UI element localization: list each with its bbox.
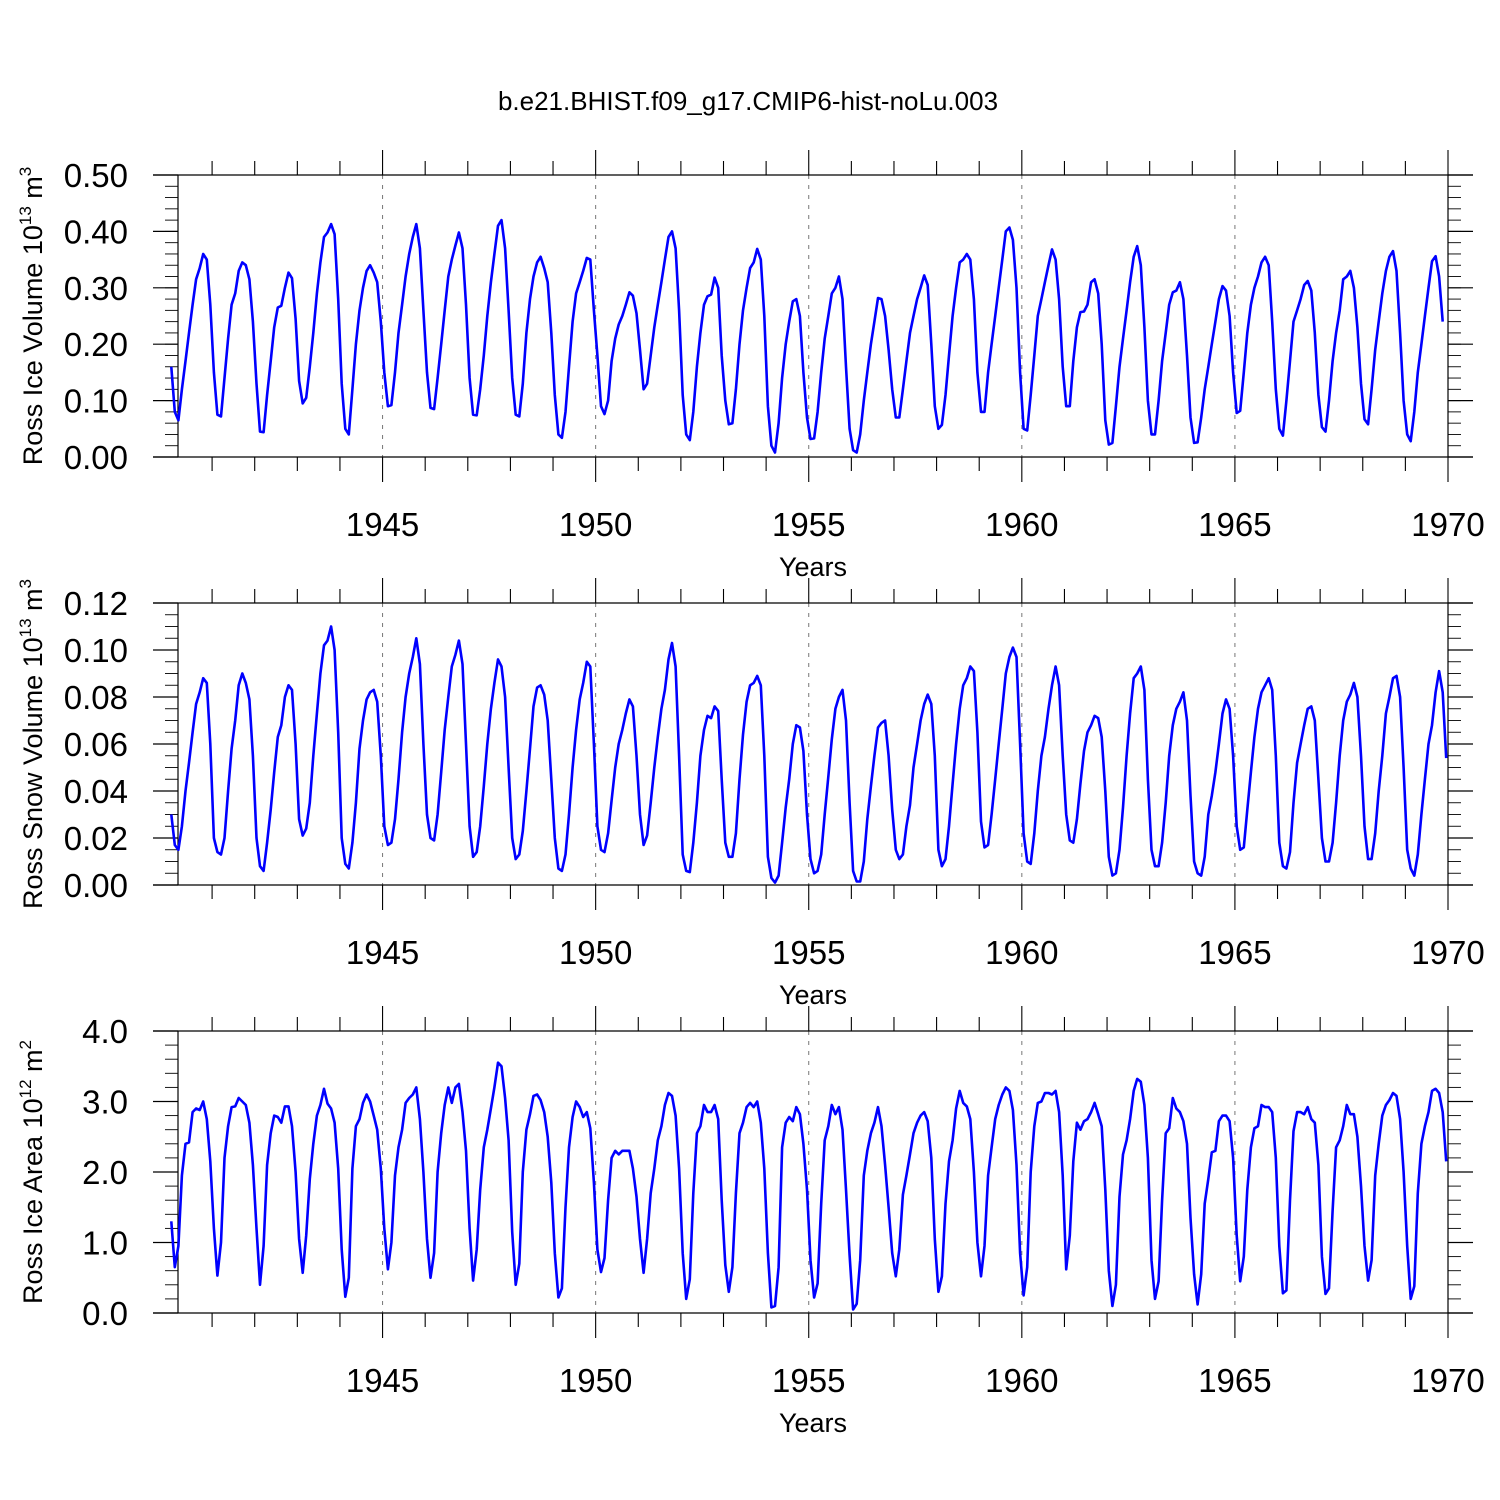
y-tick-label: 1.0 [82,1225,128,1262]
x-tick-label: 1965 [1198,1362,1271,1399]
y-tick-label: 0.20 [64,326,128,363]
y-tick-label: 0.0 [82,1295,128,1332]
x-axis-title: Years [779,552,847,582]
x-tick-label: 1970 [1411,934,1484,971]
figure-title: b.e21.BHIST.f09_g17.CMIP6-hist-noLu.003 [498,86,998,116]
y-tick-label: 0.10 [64,383,128,420]
x-axis-title: Years [779,980,847,1010]
x-tick-label: 1970 [1411,1362,1484,1399]
x-tick-label: 1955 [772,934,845,971]
y-tick-label: 3.0 [82,1084,128,1121]
x-tick-label: 1960 [985,506,1058,543]
x-tick-label: 1965 [1198,934,1271,971]
x-tick-label: 1965 [1198,506,1271,543]
y-tick-label: 0.00 [64,867,128,904]
y-tick-label: 0.00 [64,439,128,476]
y-axis-title: Ross Ice Volume 1013 m3 [16,167,48,466]
y-axis-title-unit-exponent: 3 [16,579,35,588]
x-tick-label: 1960 [985,934,1058,971]
y-axis-title: Ross Snow Volume 1013 m3 [16,579,48,909]
x-tick-label: 1950 [559,1362,632,1399]
y-tick-label: 0.30 [64,270,128,307]
y-axis-title-text: Ross Snow Volume 10 [18,637,48,909]
chart-panel-1: 0.00 0.10 0.20 0.30 0.40 0.50 1945 1950 1955 1960… [16,150,1485,582]
y-tick-label: 0.08 [64,679,128,716]
y-axis-title-unit-exponent: 2 [16,1040,35,1049]
y-tick-label: 0.40 [64,213,128,250]
y-axis-title-exponent: 13 [16,206,35,225]
x-tick-label: 1955 [772,506,845,543]
y-axis-title-unit: m [18,1049,48,1079]
y-axis-title-text: Ross Ice Volume 10 [18,225,48,465]
y-tick-label: 0.06 [64,726,128,763]
series-line-2-1 [170,625,1448,884]
chart-panel-3: 0.0 1.0 2.0 3.0 4.0 1945 1950 1955 1960 1965 1970 Y… [16,1006,1485,1438]
x-axis-title: Years [779,1408,847,1438]
y-axis-title: Ross Ice Area 1012 m2 [16,1040,48,1304]
y-tick-label: 4.0 [82,1013,128,1050]
y-axis-title-text: Ross Ice Area 10 [18,1098,48,1304]
y-tick-label: 0.04 [64,773,128,810]
y-tick-label: 0.10 [64,632,128,669]
x-tick-label: 1945 [346,506,419,543]
y-axis-title-exponent: 13 [16,618,35,637]
series-line-3-1 [170,1061,1448,1311]
x-tick-label: 1945 [346,1362,419,1399]
y-axis-title-unit-exponent: 3 [16,167,35,176]
y-tick-label: 2.0 [82,1154,128,1191]
y-tick-label: 0.02 [64,820,128,857]
y-axis-title-exponent: 12 [16,1079,35,1098]
y-axis-title-unit: m [18,176,48,206]
y-axis-title-unit: m [18,588,48,618]
x-tick-label: 1950 [559,506,632,543]
x-tick-label: 1955 [772,1362,845,1399]
x-tick-label: 1950 [559,934,632,971]
chart-panel-2: 0.00 0.02 0.04 0.06 0.08 0.10 0.12 1945 1950 1955… [16,578,1485,1010]
y-tick-label: 0.50 [64,157,128,194]
y-tick-label: 0.12 [64,585,128,622]
x-tick-label: 1960 [985,1362,1058,1399]
series-line-1-1 [170,218,1444,454]
x-tick-label: 1945 [346,934,419,971]
x-tick-label: 1970 [1411,506,1484,543]
